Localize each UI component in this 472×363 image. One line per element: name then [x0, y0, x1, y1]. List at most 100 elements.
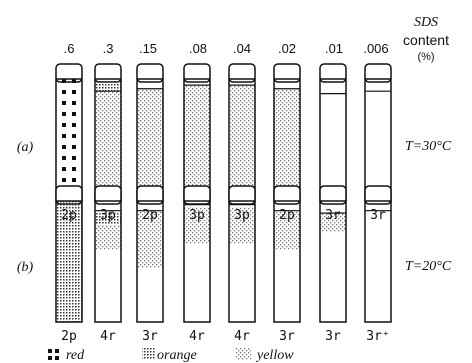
- phase-label: 3p: [234, 208, 250, 223]
- tube: [55, 63, 83, 202]
- tube: [183, 185, 211, 323]
- content-label: content: [403, 32, 449, 48]
- tube-cap: [319, 185, 347, 205]
- tube: [364, 63, 392, 202]
- phase-label: 4r: [189, 329, 205, 344]
- legend-yellow: yellow: [236, 348, 294, 363]
- tube-fill-yellow: [229, 85, 255, 201]
- tube-cap: [273, 185, 301, 205]
- phase-label: 3r: [370, 208, 386, 223]
- row-label-a: (a): [17, 140, 34, 155]
- tube: [228, 63, 256, 202]
- tube-fill-orange: [56, 201, 82, 322]
- tube-body: [364, 78, 392, 202]
- conc-label: .08: [189, 41, 207, 56]
- conc-label: .6: [64, 41, 75, 56]
- tube-cap: [228, 185, 256, 205]
- phase-label: 4r: [100, 329, 116, 344]
- phase-label: 3r: [325, 208, 341, 223]
- row-label-b: (b): [17, 260, 34, 275]
- phase-labels-b: 2p 4r 3r 4r 4r 3r 3r 3r⁺: [61, 329, 390, 344]
- temperature-a: T=30°C: [405, 139, 452, 154]
- legend-red: red: [48, 348, 85, 363]
- tube: [94, 63, 122, 202]
- tube-body: [228, 200, 256, 323]
- conc-label: .04: [233, 41, 251, 56]
- tube-fill-yellow: [137, 88, 163, 201]
- tube-fill-yellow: [229, 207, 255, 244]
- sds-content-heading: SDS content (%): [403, 15, 449, 63]
- tube: [273, 185, 301, 323]
- tube: [94, 185, 122, 323]
- tube-body: [273, 200, 301, 323]
- legend-orange-label: orange: [157, 348, 197, 363]
- tube-fill-yellow: [95, 225, 121, 250]
- phase-label: 3p: [100, 208, 116, 223]
- phase-label: 4r: [234, 329, 250, 344]
- tube: [319, 63, 347, 202]
- legend-red-swatch: [48, 349, 59, 360]
- phase-label: 3r⁺: [366, 329, 389, 344]
- percent-label: (%): [417, 51, 434, 63]
- tube-cap: [228, 63, 256, 83]
- tube-cap: [136, 185, 164, 205]
- tube-body: [319, 78, 347, 202]
- tube-fill-yellow: [184, 207, 210, 244]
- phase-label: 2p: [279, 208, 295, 223]
- tube-cap: [319, 63, 347, 83]
- tube: [183, 63, 211, 202]
- conc-label: .006: [363, 41, 388, 56]
- tube-fill-orange: [95, 213, 121, 226]
- tube: [273, 63, 301, 202]
- tube-body: [319, 200, 347, 323]
- phase-labels-a: 2p 3p 2p 3p 3p 2p 3r 3r: [61, 208, 386, 223]
- tube-body: [55, 200, 83, 323]
- conc-label: .3: [103, 41, 114, 56]
- phase-label: 3p: [189, 208, 205, 223]
- legend-yellow-label: yellow: [255, 348, 294, 363]
- phase-label: 2p: [61, 208, 77, 223]
- tube-cap: [364, 63, 392, 83]
- phase-label: 3r: [325, 329, 341, 344]
- tube-cap: [183, 63, 211, 83]
- tube-cap: [364, 185, 392, 205]
- tube: [55, 185, 83, 323]
- tube-body: [364, 200, 392, 323]
- sds-label: SDS: [414, 15, 438, 30]
- tube-fill-yellow: [274, 88, 300, 201]
- phase-label: 3r: [142, 329, 158, 344]
- tube-fill-red: [56, 79, 82, 201]
- legend: red orange yellow: [48, 348, 294, 363]
- tube-fill-orange: [95, 79, 121, 92]
- tube-fill-yellow: [320, 213, 346, 232]
- temperature-b: T=20°C: [405, 259, 452, 274]
- tube-cap: [273, 63, 301, 83]
- tube-fill-yellow: [184, 85, 210, 201]
- conc-label: .15: [139, 41, 157, 56]
- tube: [319, 185, 347, 323]
- tube-fill-yellow: [95, 91, 121, 201]
- legend-orange-swatch: [142, 348, 155, 360]
- tube-body: [183, 200, 211, 323]
- tube: [136, 185, 164, 323]
- legend-orange: orange: [142, 348, 197, 363]
- legend-yellow-swatch: [236, 348, 251, 360]
- tubes: [55, 63, 392, 323]
- tube-cap: [94, 185, 122, 205]
- legend-red-label: red: [66, 348, 85, 363]
- concentration-labels: .6 .3 .15 .08 .04 .02 .01 .006: [64, 41, 389, 56]
- phase-label: 2p: [142, 208, 158, 223]
- conc-label: .02: [278, 41, 296, 56]
- tube-body: [94, 200, 122, 323]
- tube: [136, 63, 164, 202]
- phase-label: 2p: [61, 329, 77, 344]
- tube: [228, 185, 256, 323]
- tube-body: [136, 200, 164, 323]
- tube-fill-yellow: [274, 210, 300, 250]
- conc-label: .01: [325, 41, 343, 56]
- tube-cap: [136, 63, 164, 83]
- tube: [364, 185, 392, 323]
- tube-fill-yellow: [137, 210, 163, 268]
- phase-label: 3r: [279, 329, 295, 344]
